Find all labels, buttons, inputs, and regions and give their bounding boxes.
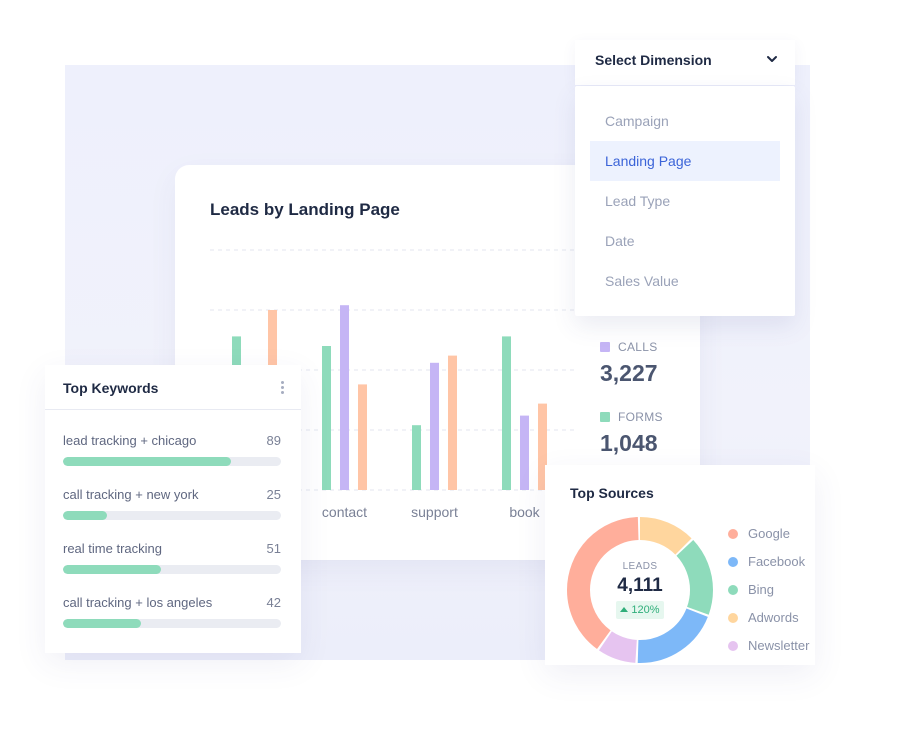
keyword-row: call tracking + los angeles 42 xyxy=(63,595,281,628)
keyword-progress-fill xyxy=(63,511,107,520)
calls-stat: CALLS 3,227 xyxy=(600,340,658,387)
legend-label: Facebook xyxy=(748,554,806,569)
menu-item-lead-type[interactable]: Lead Type xyxy=(605,193,671,209)
change-badge: 120% xyxy=(616,601,664,619)
chart-title: Leads by Landing Page xyxy=(210,200,400,219)
legend-label: Google xyxy=(748,526,790,541)
bar-book-series-1 xyxy=(502,336,511,490)
legend-item-newsletter: Newsletter xyxy=(728,638,809,654)
legend-dot xyxy=(728,613,738,623)
calls-swatch xyxy=(600,342,610,352)
legend-dot xyxy=(728,585,738,595)
forms-stat: FORMS 1,048 xyxy=(600,410,663,457)
calls-label: CALLS xyxy=(618,340,658,354)
legend-label: Newsletter xyxy=(748,638,810,653)
forms-value: 1,048 xyxy=(600,430,658,456)
keyword-progress-fill xyxy=(63,565,162,574)
donut-center-label: LEADS xyxy=(622,561,658,572)
keyword-progress-bar xyxy=(63,565,281,574)
keyword-count: 51 xyxy=(266,541,281,556)
x-tick-label: support xyxy=(411,504,458,520)
legend-item-facebook: Facebook xyxy=(728,554,805,570)
keyword-row: real time tracking 51 xyxy=(63,541,281,574)
keyword-count: 42 xyxy=(266,595,281,610)
sources-donut-chart xyxy=(567,517,713,663)
legend-dot xyxy=(728,557,738,567)
kebab-menu-icon[interactable] xyxy=(279,381,285,397)
keyword-progress-bar xyxy=(63,457,281,466)
dropdown-label: Select Dimension xyxy=(595,52,712,68)
legend-item-bing: Bing xyxy=(728,582,774,598)
keyword-name: real time tracking xyxy=(63,541,162,556)
calls-value: 3,227 xyxy=(600,360,658,386)
keyword-name: call tracking + new york xyxy=(63,487,199,502)
sources-title: Top Sources xyxy=(570,485,654,501)
menu-item-date[interactable]: Date xyxy=(605,233,635,249)
keyword-name: lead tracking + chicago xyxy=(63,433,197,448)
keywords-title: Top Keywords xyxy=(63,380,159,396)
legend-label: Adwords xyxy=(748,610,799,625)
legend-item-adwords: Adwords xyxy=(728,610,799,626)
chevron-down-icon[interactable] xyxy=(765,52,779,66)
bar-book-series-2 xyxy=(520,415,529,490)
keyword-name: call tracking + los angeles xyxy=(63,595,213,610)
keyword-count: 25 xyxy=(266,487,281,502)
keyword-count: 89 xyxy=(266,433,281,448)
keyword-progress-fill xyxy=(63,457,231,466)
bar-support-series-2 xyxy=(430,362,439,490)
forms-label: FORMS xyxy=(618,410,663,424)
x-tick-label: contact xyxy=(322,504,367,520)
bar-book-series-3 xyxy=(538,403,547,490)
keyword-row: call tracking + new york 25 xyxy=(63,487,281,520)
bar-contact-series-2 xyxy=(340,305,349,490)
bar-contact-series-1 xyxy=(322,346,331,490)
keyword-progress-bar xyxy=(63,619,281,628)
legend-item-google: Google xyxy=(728,526,790,542)
x-tick-label: book xyxy=(509,504,540,520)
bar-contact-series-3 xyxy=(358,384,367,490)
keyword-progress-fill xyxy=(63,619,142,628)
donut-slice-google xyxy=(567,517,713,663)
donut-slice-bing xyxy=(567,517,713,663)
donut-center-value: 4,111 xyxy=(617,575,663,596)
top-keywords-card: Top Keywords lead tracking + chicago 89 c… xyxy=(45,365,301,653)
legend-dot xyxy=(728,641,738,651)
change-value: 120% xyxy=(631,604,660,616)
bar-support-series-3 xyxy=(448,355,457,490)
legend-dot xyxy=(728,529,738,539)
keywords-header: Top Keywords xyxy=(45,365,301,410)
top-sources-card: Top Sources LEADS 4,111 120% Google Face… xyxy=(545,465,815,665)
keyword-row: lead tracking + chicago 89 xyxy=(63,433,281,466)
menu-item-sales-value[interactable]: Sales Value xyxy=(605,273,679,289)
arrow-up-icon xyxy=(620,607,629,612)
donut-slice-facebook xyxy=(567,517,713,663)
bar-support-series-1 xyxy=(412,425,421,490)
legend-label: Bing xyxy=(748,582,775,597)
donut-slice-adwords xyxy=(567,517,713,663)
menu-item-landing-page[interactable]: Landing Page xyxy=(590,141,780,181)
dimension-menu: Campaign Landing Page Lead Type Date Sal… xyxy=(575,86,795,316)
keyword-progress-bar xyxy=(63,511,281,520)
forms-swatch xyxy=(600,412,610,422)
select-dimension-dropdown[interactable]: Select Dimension xyxy=(575,40,795,85)
menu-item-campaign[interactable]: Campaign xyxy=(605,113,669,129)
